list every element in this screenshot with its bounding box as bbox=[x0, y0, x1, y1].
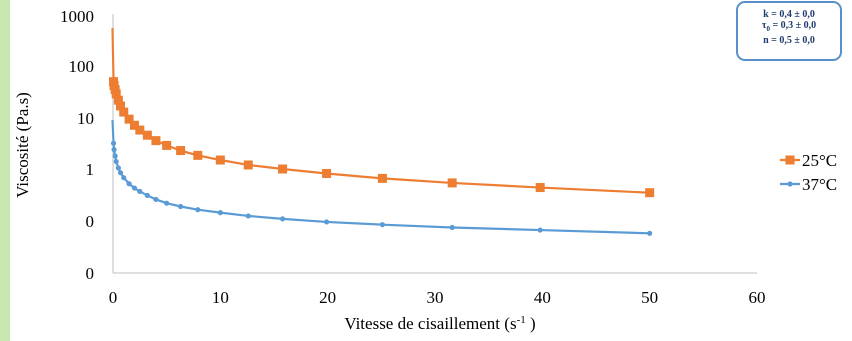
data-point-25c bbox=[113, 95, 123, 105]
x-tick-label: 60 bbox=[749, 288, 766, 307]
y-tick-label: 0 bbox=[86, 212, 95, 231]
data-point-37c bbox=[113, 158, 119, 165]
param-n: n = 0,5 ± 0,0 bbox=[763, 35, 815, 46]
x-tick-label: 0 bbox=[109, 288, 118, 307]
data-point-37c bbox=[115, 165, 121, 171]
legend-label: 25°C bbox=[802, 151, 837, 170]
data-point-25c bbox=[116, 101, 126, 111]
data-point-37c bbox=[144, 192, 150, 199]
series-lines bbox=[109, 27, 655, 236]
legend-marker bbox=[785, 155, 795, 165]
data-point-37c bbox=[131, 185, 138, 191]
data-point-37c bbox=[647, 230, 653, 236]
data-point-37c bbox=[217, 210, 223, 216]
data-point-25c bbox=[278, 164, 288, 174]
series-line-25c bbox=[111, 27, 650, 194]
y-axis-title: Viscosité (Pa.s) bbox=[13, 92, 32, 198]
left-accent-strip bbox=[0, 0, 10, 341]
data-point-25c bbox=[535, 183, 545, 193]
data-point-25c bbox=[119, 107, 129, 117]
data-point-25c bbox=[176, 146, 186, 156]
data-point-25c bbox=[135, 125, 145, 135]
axes bbox=[112, 14, 757, 274]
data-point-25c bbox=[193, 150, 203, 160]
y-tick-label: 1000 bbox=[60, 7, 94, 26]
x-tick-label: 50 bbox=[641, 288, 658, 307]
param-tau: τ0 = 0,3 ± 0,0 bbox=[761, 20, 817, 33]
x-tick-label: 20 bbox=[319, 288, 336, 307]
legend-marker bbox=[787, 181, 793, 187]
param-k: k = 0,4 ± 0,0 bbox=[763, 9, 815, 20]
data-point-37c bbox=[379, 222, 386, 228]
data-point-25c bbox=[142, 130, 152, 140]
data-point-25c bbox=[377, 173, 387, 183]
data-point-37c bbox=[178, 203, 184, 210]
data-point-25c bbox=[124, 114, 134, 124]
data-point-37c bbox=[323, 219, 330, 225]
x-tick-label: 40 bbox=[534, 288, 551, 307]
data-point-37c bbox=[137, 188, 143, 195]
data-point-37c bbox=[111, 147, 117, 153]
y-tick-label: 0 bbox=[86, 264, 95, 283]
data-point-37c bbox=[195, 207, 201, 213]
data-point-37c bbox=[153, 196, 159, 203]
data-point-37c bbox=[117, 170, 124, 176]
y-tick-label: 1 bbox=[86, 160, 95, 179]
data-point-25c bbox=[111, 89, 121, 99]
y-tick-label: 10 bbox=[77, 109, 94, 128]
data-point-25c bbox=[447, 178, 457, 188]
data-point-37c bbox=[164, 200, 170, 206]
data-point-37c bbox=[537, 227, 543, 233]
x-tick-label: 30 bbox=[427, 288, 444, 307]
x-axis-title: Vitesse de cisaillement (s-1 ) bbox=[344, 314, 535, 333]
parameter-box: k = 0,4 ± 0,0 τ0 = 0,3 ± 0,0 n = 0,5 ± 0… bbox=[736, 1, 842, 61]
data-point-25c bbox=[322, 168, 332, 178]
data-point-25c bbox=[151, 136, 161, 146]
data-point-25c bbox=[215, 155, 225, 165]
x-tick-label: 10 bbox=[212, 288, 229, 307]
legend-label: 37°C bbox=[802, 175, 837, 194]
data-point-37c bbox=[449, 224, 455, 231]
y-tick-label: 100 bbox=[69, 57, 95, 76]
data-point-25c bbox=[129, 120, 139, 130]
data-point-25c bbox=[645, 188, 655, 198]
data-point-37c bbox=[110, 140, 117, 146]
data-point-25c bbox=[162, 140, 172, 150]
data-point-37c bbox=[279, 216, 286, 222]
data-point-37c bbox=[112, 153, 118, 159]
data-point-37c bbox=[245, 213, 251, 219]
data-point-37c bbox=[126, 181, 132, 187]
data-point-25c bbox=[243, 160, 253, 170]
data-point-37c bbox=[121, 175, 127, 181]
legend: 25°C 37°C bbox=[780, 151, 837, 194]
